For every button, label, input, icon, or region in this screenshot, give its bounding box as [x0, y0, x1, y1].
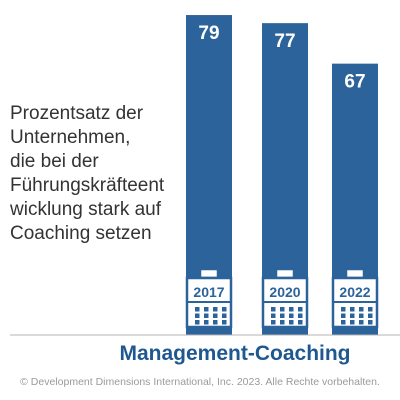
- calendar-icon: 2022: [331, 267, 379, 329]
- value-label-2017: 79: [198, 23, 219, 44]
- bars-group: [186, 15, 378, 336]
- value-labels-group: 79 77 67: [198, 23, 365, 93]
- description-line-6: Coaching setzen: [10, 223, 152, 244]
- copyright-credit: © Development Dimensions International, …: [20, 376, 380, 388]
- x-axis-label: Management-Coaching: [119, 342, 351, 365]
- calendar-icon: 2017: [185, 267, 233, 329]
- description-line-1: Prozentsatz der: [10, 103, 144, 124]
- calendar-icon: 2020: [261, 267, 309, 329]
- calendar-icons-group: 2017 2020 2022: [185, 267, 379, 329]
- tick-label-2017: 2017: [193, 284, 224, 300]
- chart-description: Prozentsatz der Unternehmen, die bei der…: [10, 102, 210, 246]
- tick-label-2022: 2022: [339, 284, 370, 300]
- value-label-2020: 77: [274, 31, 295, 52]
- description-line-5: wicklung stark auf: [10, 199, 162, 220]
- value-label-2022: 67: [344, 72, 365, 93]
- description-line-2: Unternehmen,: [10, 127, 131, 148]
- description-line-4: Führungskräfteent: [10, 175, 165, 196]
- description-line-3: die bei der: [10, 151, 99, 172]
- tick-label-2020: 2020: [269, 284, 300, 300]
